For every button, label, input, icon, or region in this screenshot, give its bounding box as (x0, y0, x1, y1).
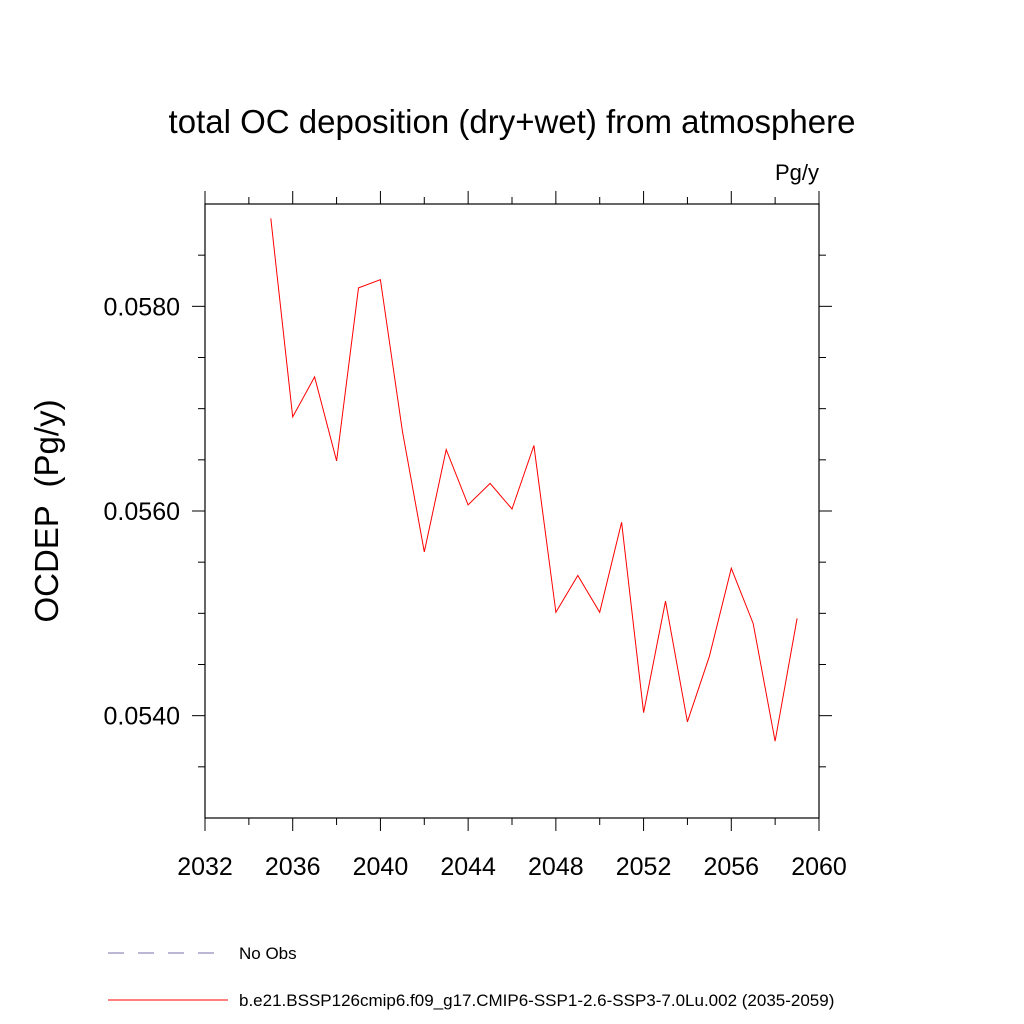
series-group (270, 218, 798, 742)
x-tick-labels: 2032 2036 2040 2044 2048 2052 2056 2060 (177, 853, 847, 881)
units-label: Pg/y (775, 160, 819, 185)
x-tick-label: 2040 (353, 853, 409, 881)
x-tick-label: 2036 (265, 853, 321, 881)
x-tick-label: 2056 (703, 853, 759, 881)
y-axis-label: OCDEP (Pg/y) (28, 399, 65, 622)
series-line (270, 218, 798, 742)
y-tick-label: 0.0560 (104, 498, 180, 526)
x-tick-label: 2060 (791, 853, 847, 881)
x-tick-label: 2052 (616, 853, 672, 881)
y-tick-labels: 0.0540 0.0560 0.0580 (104, 293, 180, 730)
y-tick-label: 0.0580 (104, 293, 180, 321)
x-tick-label: 2048 (528, 853, 584, 881)
plot-frame (204, 203, 820, 819)
legend: No Obs b.e21.BSSP126cmip6.f09_g17.CMIP6-… (108, 944, 834, 1010)
x-tick-label: 2044 (440, 853, 496, 881)
chart-title: total OC deposition (dry+wet) from atmos… (169, 103, 856, 140)
legend-label-no-obs: No Obs (239, 944, 297, 963)
axis-ticks (192, 191, 832, 831)
x-tick-label: 2032 (177, 853, 233, 881)
legend-label-model-run: b.e21.BSSP126cmip6.f09_g17.CMIP6-SSP1-2.… (239, 991, 834, 1010)
y-tick-label: 0.0540 (104, 703, 180, 731)
